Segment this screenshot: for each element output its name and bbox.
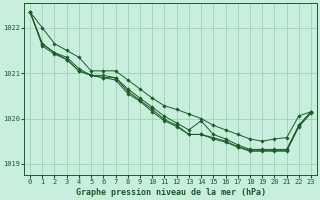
X-axis label: Graphe pression niveau de la mer (hPa): Graphe pression niveau de la mer (hPa) bbox=[76, 188, 266, 197]
